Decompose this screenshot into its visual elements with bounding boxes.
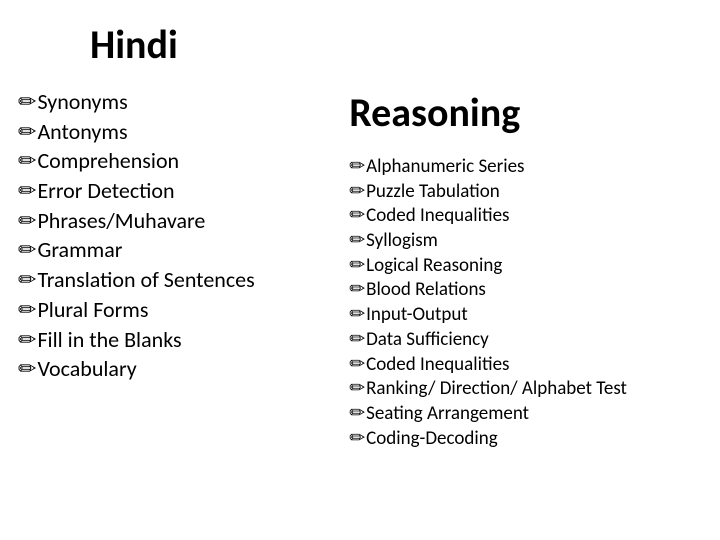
list-item: ✏Vocabulary <box>18 354 349 384</box>
pencil-icon: ✏ <box>349 155 365 180</box>
pencil-icon: ✏ <box>18 265 36 295</box>
pencil-icon: ✏ <box>349 278 365 303</box>
list-item-label: Ranking/ Direction/ Alphabet Test <box>366 377 627 400</box>
pencil-icon: ✏ <box>18 117 36 147</box>
reasoning-list: ✏Alphanumeric Series✏Puzzle Tabulation✏C… <box>349 155 708 451</box>
list-item-label: Coding-Decoding <box>366 427 498 450</box>
pencil-icon: ✏ <box>18 325 36 355</box>
list-item-label: Coded Inequalities <box>366 204 509 227</box>
pencil-icon: ✏ <box>349 328 365 353</box>
list-item-label: Synonyms <box>37 88 127 115</box>
list-item: ✏Input-Output <box>349 303 708 328</box>
list-item-label: Syllogism <box>366 229 438 252</box>
list-item-label: Translation of Sentences <box>37 266 254 293</box>
list-item: ✏Seating Arrangement <box>349 402 708 427</box>
pencil-icon: ✏ <box>18 206 36 236</box>
hindi-heading: Hindi <box>18 20 349 69</box>
pencil-icon: ✏ <box>349 204 365 229</box>
list-item: ✏Phrases/Muhavare <box>18 206 349 236</box>
list-item: ✏Grammar <box>18 235 349 265</box>
list-item-label: Phrases/Muhavare <box>37 207 205 234</box>
list-item-label: Grammar <box>37 236 122 263</box>
pencil-icon: ✏ <box>18 235 36 265</box>
list-item-label: Coded Inequalities <box>366 353 509 376</box>
list-item-label: Antonyms <box>37 118 127 145</box>
pencil-icon: ✏ <box>349 427 365 452</box>
list-item: ✏Syllogism <box>349 229 708 254</box>
list-item: ✏Coded Inequalities <box>349 204 708 229</box>
list-item: ✏Puzzle Tabulation <box>349 180 708 205</box>
list-item: ✏Fill in the Blanks <box>18 325 349 355</box>
hindi-list: ✏Synonyms✏Antonyms✏Comprehension✏Error D… <box>18 87 349 384</box>
list-item: ✏Logical Reasoning <box>349 254 708 279</box>
pencil-icon: ✏ <box>18 87 36 117</box>
pencil-icon: ✏ <box>349 377 365 402</box>
list-item: ✏Synonyms <box>18 87 349 117</box>
list-item: ✏Ranking/ Direction/ Alphabet Test <box>349 377 708 402</box>
list-item: ✏Alphanumeric Series <box>349 155 708 180</box>
pencil-icon: ✏ <box>18 176 36 206</box>
list-item: ✏Coding-Decoding <box>349 427 708 452</box>
pencil-icon: ✏ <box>349 180 365 205</box>
list-item-label: Comprehension <box>37 147 179 174</box>
list-item: ✏Blood Relations <box>349 278 708 303</box>
list-item: ✏Comprehension <box>18 146 349 176</box>
left-column: Hindi ✏Synonyms✏Antonyms✏Comprehension✏E… <box>18 20 349 520</box>
list-item-label: Vocabulary <box>37 355 136 382</box>
pencil-icon: ✏ <box>349 353 365 378</box>
list-item-label: Plural Forms <box>37 296 148 323</box>
pencil-icon: ✏ <box>349 402 365 427</box>
list-item-label: Data Sufficiency <box>366 328 489 351</box>
pencil-icon: ✏ <box>18 146 36 176</box>
pencil-icon: ✏ <box>18 354 36 384</box>
pencil-icon: ✏ <box>349 254 365 279</box>
list-item: ✏Translation of Sentences <box>18 265 349 295</box>
pencil-icon: ✏ <box>349 229 365 254</box>
list-item-label: Seating Arrangement <box>366 402 529 425</box>
list-item: ✏Coded Inequalities <box>349 353 708 378</box>
reasoning-heading: Reasoning <box>349 88 708 137</box>
right-column: Reasoning ✏Alphanumeric Series✏Puzzle Ta… <box>349 20 708 520</box>
list-item-label: Error Detection <box>37 177 174 204</box>
pencil-icon: ✏ <box>18 295 36 325</box>
list-item-label: Input-Output <box>366 303 468 326</box>
list-item-label: Puzzle Tabulation <box>366 180 500 203</box>
list-item-label: Blood Relations <box>366 278 486 301</box>
list-item-label: Logical Reasoning <box>366 254 502 277</box>
list-item: ✏Error Detection <box>18 176 349 206</box>
list-item: ✏Antonyms <box>18 117 349 147</box>
list-item-label: Fill in the Blanks <box>37 326 181 353</box>
pencil-icon: ✏ <box>349 303 365 328</box>
list-item: ✏Data Sufficiency <box>349 328 708 353</box>
list-item: ✏Plural Forms <box>18 295 349 325</box>
list-item-label: Alphanumeric Series <box>366 155 524 178</box>
